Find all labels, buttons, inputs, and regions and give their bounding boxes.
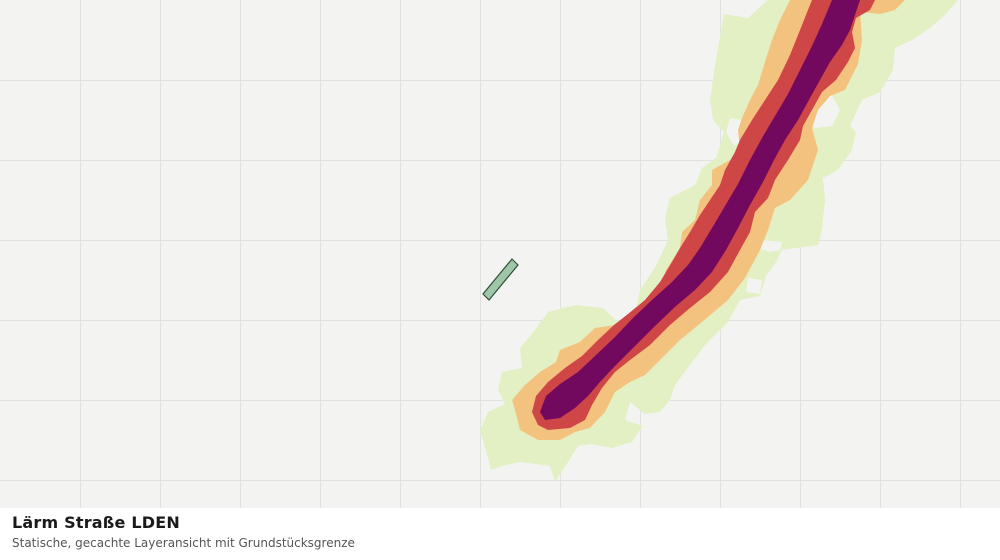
layer-caption: Lärm Straße LDEN Statische, gecachte Lay… xyxy=(0,508,1000,560)
parcel-boundary[interactable] xyxy=(482,258,519,301)
layer-subtitle: Statische, gecachte Layeransicht mit Gru… xyxy=(12,536,355,550)
layer-title: Lärm Straße LDEN xyxy=(12,513,180,532)
map-viewport[interactable] xyxy=(0,0,1000,508)
noise-band-4 xyxy=(540,0,860,420)
noise-map-canvas[interactable] xyxy=(0,0,1000,508)
